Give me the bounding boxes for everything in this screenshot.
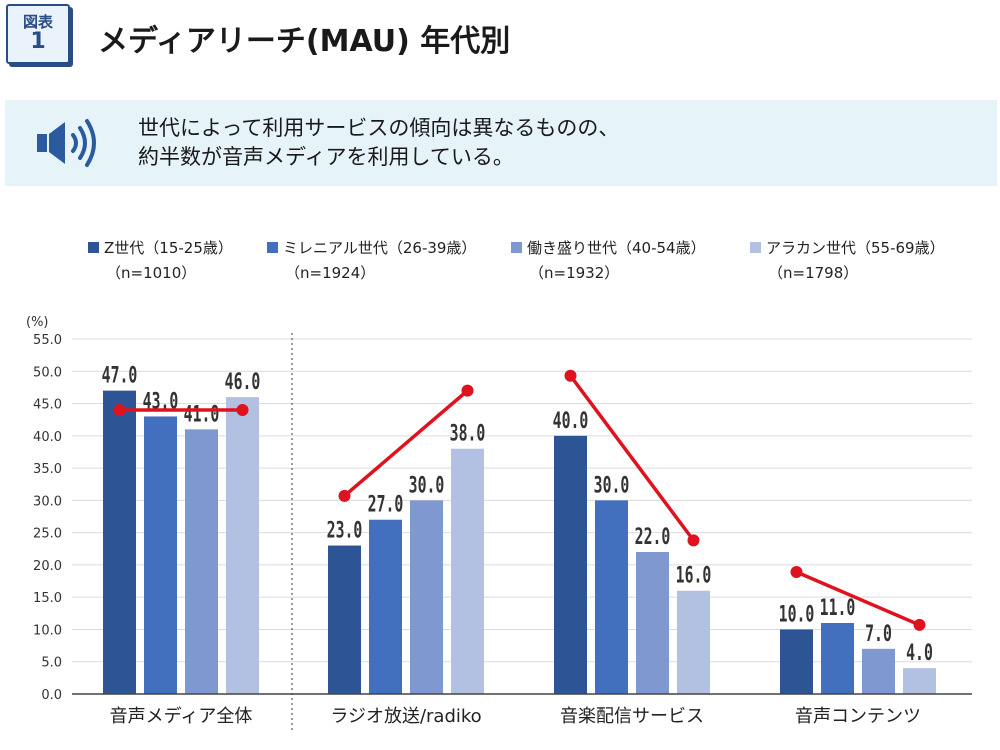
y-tick-label: 40.0 (33, 430, 62, 445)
bar (595, 500, 628, 694)
bar-value-label: 46.0 (225, 370, 261, 395)
legend-swatch-millennial (267, 242, 278, 253)
y-tick-label: 15.0 (33, 591, 62, 606)
trend-point (113, 404, 126, 416)
bar (636, 552, 669, 694)
legend-n-z: （n=1010） (106, 264, 197, 282)
y-tick-label: 0.0 (41, 688, 62, 703)
bar-value-label: 41.0 (184, 403, 220, 428)
x-category-label: 音声メディア全体 (110, 706, 253, 727)
bar (780, 629, 813, 694)
legend-n-working: （n=1932） (529, 264, 620, 282)
legend-swatch-z (88, 242, 99, 253)
y-tick-label: 50.0 (33, 365, 62, 380)
legend-label-millennial: ミレニアル世代（26-39歳） (283, 239, 477, 257)
trend-point (913, 618, 926, 631)
legend-item-working: 働き盛り世代（40-54歳） （n=1932） (511, 236, 706, 286)
summary-line-1: 世代によって利用サービスの傾向は異なるものの、 (138, 116, 620, 140)
trend-line (343, 389, 469, 498)
legend-label-z: Z世代（15-25歳） (104, 239, 233, 257)
trend-point (564, 369, 577, 382)
trend-point (687, 534, 700, 547)
legend-n-millennial: （n=1924） (285, 264, 376, 282)
y-axis-unit: (%) (26, 315, 49, 330)
trend-line (795, 570, 921, 627)
y-tick-label: 55.0 (33, 333, 62, 348)
bar (144, 416, 177, 694)
bar (554, 435, 587, 694)
legend-item-z: Z世代（15-25歳） （n=1010） (88, 236, 233, 286)
bar (185, 429, 218, 694)
bar (103, 390, 136, 694)
figure-badge-number: 1 (30, 29, 46, 55)
trend-point (461, 384, 474, 397)
bar (451, 448, 484, 694)
x-category-label: ラジオ放送/radiko (330, 706, 481, 727)
bar-value-label: 27.0 (368, 493, 404, 518)
y-tick-label: 25.0 (33, 527, 62, 542)
trend-point (790, 566, 803, 579)
bar (862, 648, 895, 694)
summary-box: 世代によって利用サービスの傾向は異なるものの、 約半数が音声メディアを利用してい… (5, 100, 997, 186)
bar-value-label: 23.0 (327, 519, 363, 544)
y-tick-label: 20.0 (33, 559, 62, 574)
bar-value-label: 30.0 (409, 474, 445, 499)
legend-label-working: 働き盛り世代（40-54歳） (527, 239, 706, 257)
chart-legend: Z世代（15-25歳） （n=1010） ミレニアル世代（26-39歳） （n=… (88, 236, 988, 286)
y-tick-label: 35.0 (33, 462, 62, 477)
legend-swatch-working (511, 242, 522, 253)
bar (821, 623, 854, 694)
bar (328, 545, 361, 694)
bar (410, 500, 443, 694)
legend-label-arakan: アラカン世代（55-69歳） (766, 239, 945, 257)
bar-value-label: 11.0 (820, 596, 856, 621)
bar (369, 519, 402, 694)
legend-item-arakan: アラカン世代（55-69歳） （n=1798） (750, 236, 945, 286)
speaker-icon (37, 119, 96, 167)
bar (226, 397, 259, 694)
trend-point (338, 489, 351, 502)
bar (903, 668, 936, 694)
summary-text: 世代によって利用サービスの傾向は異なるものの、 約半数が音声メディアを利用してい… (138, 114, 619, 172)
bar-value-label: 22.0 (635, 525, 671, 550)
bar-value-label: 4.0 (906, 641, 933, 666)
x-category-label: 音楽配信サービス (560, 706, 704, 727)
bar-value-label: 47.0 (102, 364, 138, 389)
page-title: メディアリーチ(MAU) 年代別 (98, 24, 511, 59)
y-tick-label: 45.0 (33, 398, 62, 413)
y-tick-label: 5.0 (41, 656, 62, 671)
legend-item-millennial: ミレニアル世代（26-39歳） （n=1924） (267, 236, 476, 286)
y-tick-label: 30.0 (33, 494, 62, 509)
legend-n-arakan: （n=1798） (768, 264, 859, 282)
trend-line (569, 374, 695, 542)
bar-value-label: 7.0 (865, 622, 892, 647)
legend-swatch-arakan (750, 242, 761, 253)
trend-point (236, 404, 249, 416)
bar (677, 590, 710, 694)
x-category-label: 音声コンテンツ (795, 706, 921, 727)
figure-badge-label: 図表 (22, 12, 53, 31)
bar-value-label: 40.0 (553, 409, 589, 434)
bar-value-label: 10.0 (779, 603, 815, 628)
bar-value-label: 30.0 (594, 474, 630, 499)
figure-badge: 図表 1 (6, 4, 70, 64)
y-tick-label: 10.0 (33, 623, 62, 638)
bar-value-label: 16.0 (676, 564, 712, 589)
summary-line-2: 約半数が音声メディアを利用している。 (138, 145, 514, 169)
bar-value-label: 38.0 (450, 422, 486, 447)
